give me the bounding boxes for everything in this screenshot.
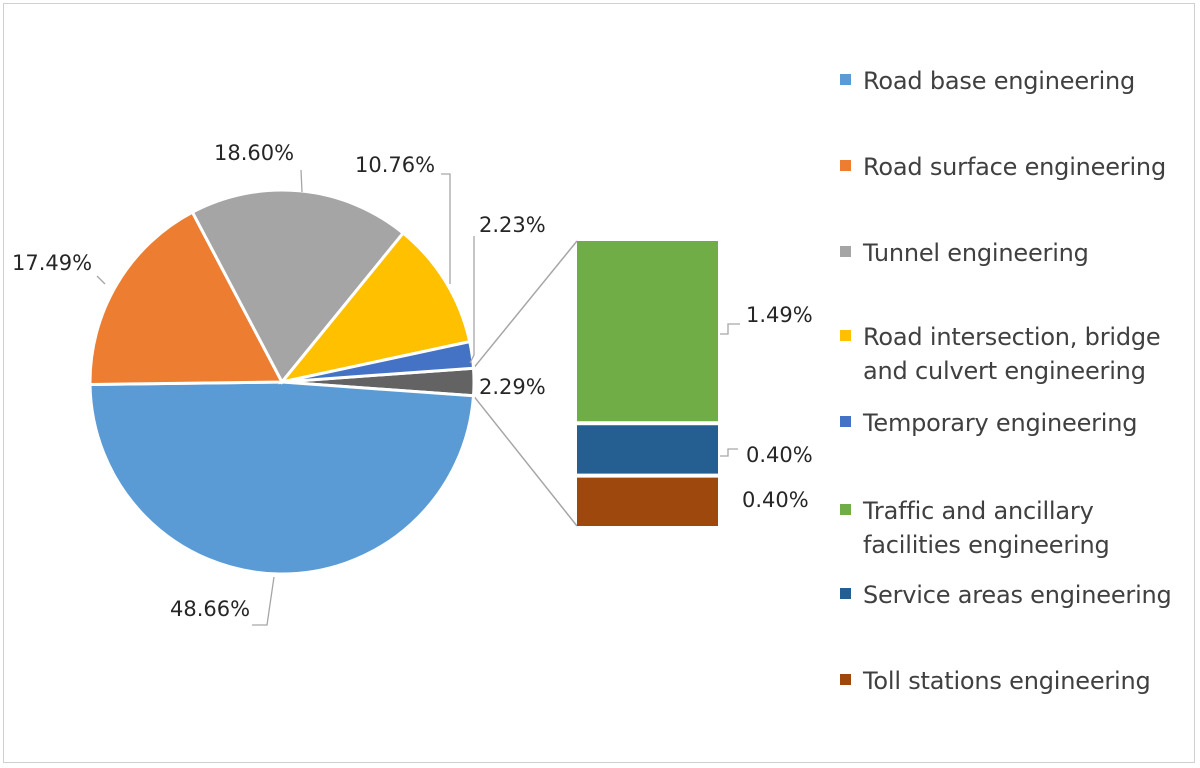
pie-slice	[88, 210, 285, 387]
pie-slice	[281, 339, 476, 384]
legend-swatch	[840, 674, 851, 685]
data-label: 1.49%	[746, 303, 813, 327]
legend-item: Toll stations engineering	[840, 664, 1151, 698]
leader-line	[720, 323, 740, 335]
data-label: 18.60%	[214, 141, 294, 165]
legend-label: Service areas engineering	[863, 581, 1172, 609]
pie-slice	[190, 188, 406, 385]
legend-label: Road intersection, bridge and culvert en…	[863, 323, 1161, 385]
data-label: 0.40%	[746, 443, 813, 467]
leader-line	[469, 236, 475, 364]
leader-line	[720, 448, 738, 457]
leader-line	[441, 173, 451, 284]
pie-slice	[278, 230, 472, 385]
data-label: 10.76%	[355, 153, 435, 177]
legend-swatch	[840, 504, 851, 515]
legend-item: Road surface engineering	[840, 150, 1166, 184]
legend-swatch	[840, 416, 851, 427]
leader-line	[96, 275, 106, 285]
legend-label: Road base engineering	[863, 67, 1136, 95]
legend-item: Road base engineering	[840, 64, 1135, 98]
bar-segment	[577, 425, 718, 474]
legend-item: Road intersection, bridge and culvert en…	[840, 320, 1195, 388]
data-label: 48.66%	[170, 597, 250, 621]
legend-item: Temporary engineering	[840, 406, 1138, 440]
leader-line	[252, 576, 275, 626]
legend-swatch	[840, 246, 851, 257]
pie-slice	[88, 380, 476, 576]
legend-item: Service areas engineering	[840, 578, 1172, 612]
connector-line	[472, 395, 578, 527]
chart-frame: 48.66% 17.49% 18.60% 10.76% 2.23% 2.29% 1.49% 0…	[3, 3, 1195, 763]
bar-of-pie-chart: 48.66% 17.49% 18.60% 10.76% 2.23% 2.29% 1.49% 0…	[12, 141, 813, 626]
legend-swatch	[840, 160, 851, 171]
data-label: 17.49%	[12, 251, 92, 275]
legend-swatch	[840, 588, 851, 599]
connector-line	[472, 240, 578, 369]
data-label: 0.40%	[742, 488, 809, 512]
legend-label: Traffic and ancillary facilities enginee…	[863, 497, 1110, 559]
legend-swatch	[840, 330, 851, 341]
legend-item: Traffic and ancillary facilities enginee…	[840, 494, 1180, 562]
data-label: 2.23%	[479, 213, 546, 237]
legend-label: Tunnel engineering	[863, 239, 1089, 267]
bar-segment	[577, 477, 718, 526]
leader-line	[300, 169, 303, 193]
legend-label: Toll stations engineering	[863, 667, 1151, 695]
data-label: 2.29%	[479, 375, 546, 399]
legend-label: Temporary engineering	[863, 409, 1138, 437]
legend-item: Tunnel engineering	[840, 236, 1089, 270]
legend-label: Road surface engineering	[863, 153, 1166, 181]
bar-segment	[577, 241, 718, 422]
legend-swatch	[840, 74, 851, 85]
